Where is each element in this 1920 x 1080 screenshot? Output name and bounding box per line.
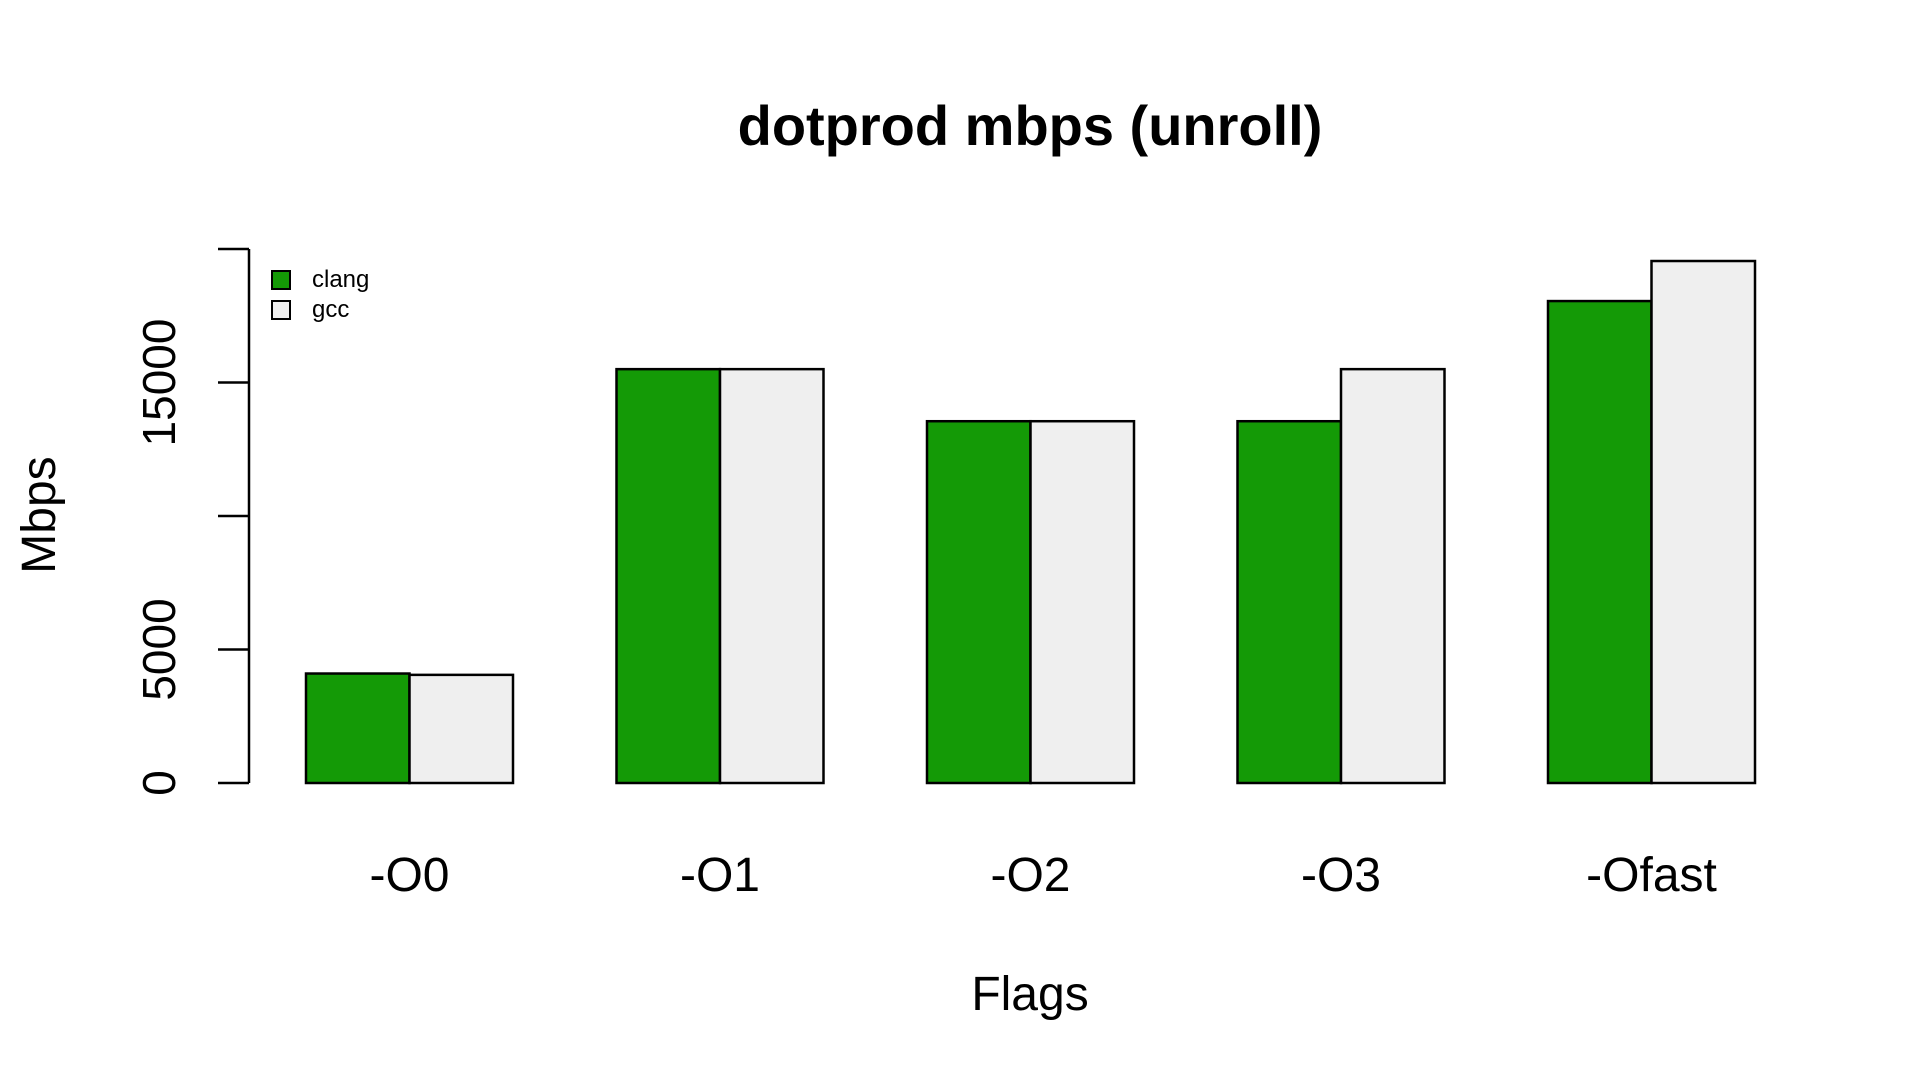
legend-swatch-clang <box>271 270 291 290</box>
x-category-label: -O1 <box>680 849 760 902</box>
bar-clang-O2 <box>925 419 1032 785</box>
x-category-labels: -O0 -O1 -O2 -O3 -Ofast <box>369 849 1716 902</box>
bar-gcc-O0 <box>408 673 515 785</box>
bar-clang-O0 <box>304 672 411 785</box>
bar-clang-O1 <box>615 367 722 785</box>
bar-gcc-O3 <box>1339 367 1446 785</box>
legend-label-gcc: gcc <box>312 296 349 323</box>
y-axis-label: Mbps <box>13 456 66 573</box>
bar-clang-Ofast <box>1546 299 1653 785</box>
x-category-label: -O0 <box>369 849 449 902</box>
x-category-label: -O3 <box>1301 849 1381 902</box>
bar-gcc-O1 <box>718 367 825 785</box>
y-tick-label: 0 <box>133 770 185 796</box>
x-axis-label: Flags <box>971 968 1088 1021</box>
bar-clang-O3 <box>1236 419 1343 785</box>
y-tick-label: 15000 <box>133 319 185 447</box>
chart-title: dotprod mbps (unroll) <box>738 94 1323 157</box>
legend-swatch-gcc <box>271 300 291 320</box>
legend-label-clang: clang <box>312 266 369 293</box>
bars <box>304 259 1757 785</box>
y-tick-label: 5000 <box>133 598 185 700</box>
y-axis: 0 5000 15000 <box>133 247 251 796</box>
x-category-label: -Ofast <box>1586 849 1717 902</box>
bar-gcc-O2 <box>1029 419 1136 785</box>
bar-gcc-Ofast <box>1650 259 1757 785</box>
legend: clang gcc <box>271 266 369 323</box>
x-category-label: -O2 <box>990 849 1070 902</box>
